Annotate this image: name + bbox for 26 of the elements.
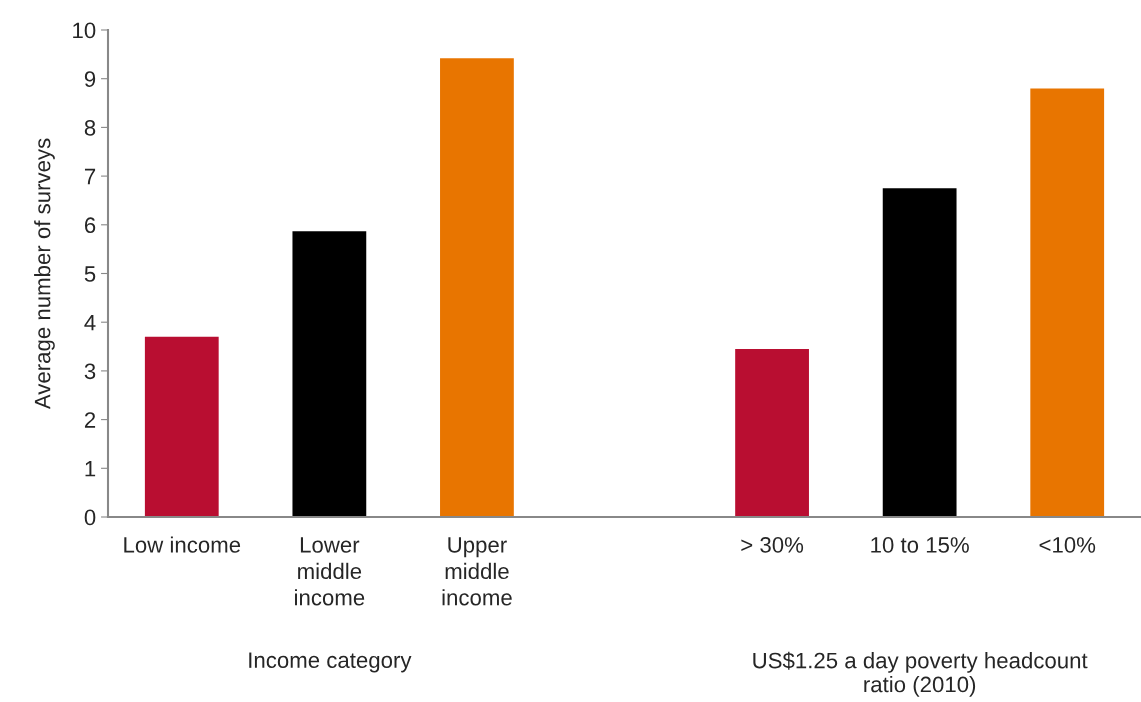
text: US$1.25 a day poverty headcount ratio (2010) <box>753 651 1088 697</box>
y-tick-label: 6 <box>84 217 96 234</box>
bar <box>440 58 514 517</box>
x-tick-label: Lower middle income <box>295 537 365 606</box>
x-tick-label: <10% <box>1039 537 1096 553</box>
y-tick-label: 3 <box>84 363 96 380</box>
y-axis-title: Average number of surveys <box>34 138 55 410</box>
y-tick-label: 5 <box>84 266 96 282</box>
y-tick-label: 7 <box>84 168 96 185</box>
y-tick-label: 1 <box>85 461 96 477</box>
y-tick-label: 9 <box>84 71 96 87</box>
bar <box>735 348 809 517</box>
y-tick-label: 8 <box>84 119 96 136</box>
bar <box>882 188 957 517</box>
x-tick-label: Low income <box>124 536 241 553</box>
y-tick-label: 4 <box>84 314 96 331</box>
bar <box>1030 88 1105 517</box>
text: Income category <box>249 652 412 673</box>
y-tick-label: 10 <box>73 22 96 39</box>
x-tick-label: Upper middle income <box>442 537 512 606</box>
bar <box>144 336 219 517</box>
y-tick-label: 0 <box>84 509 96 526</box>
x-tick-label: 10 to 15% <box>871 537 969 553</box>
bar <box>292 231 367 517</box>
y-tick-label: 2 <box>84 412 96 428</box>
x-tick-label: > 30% <box>741 537 804 553</box>
